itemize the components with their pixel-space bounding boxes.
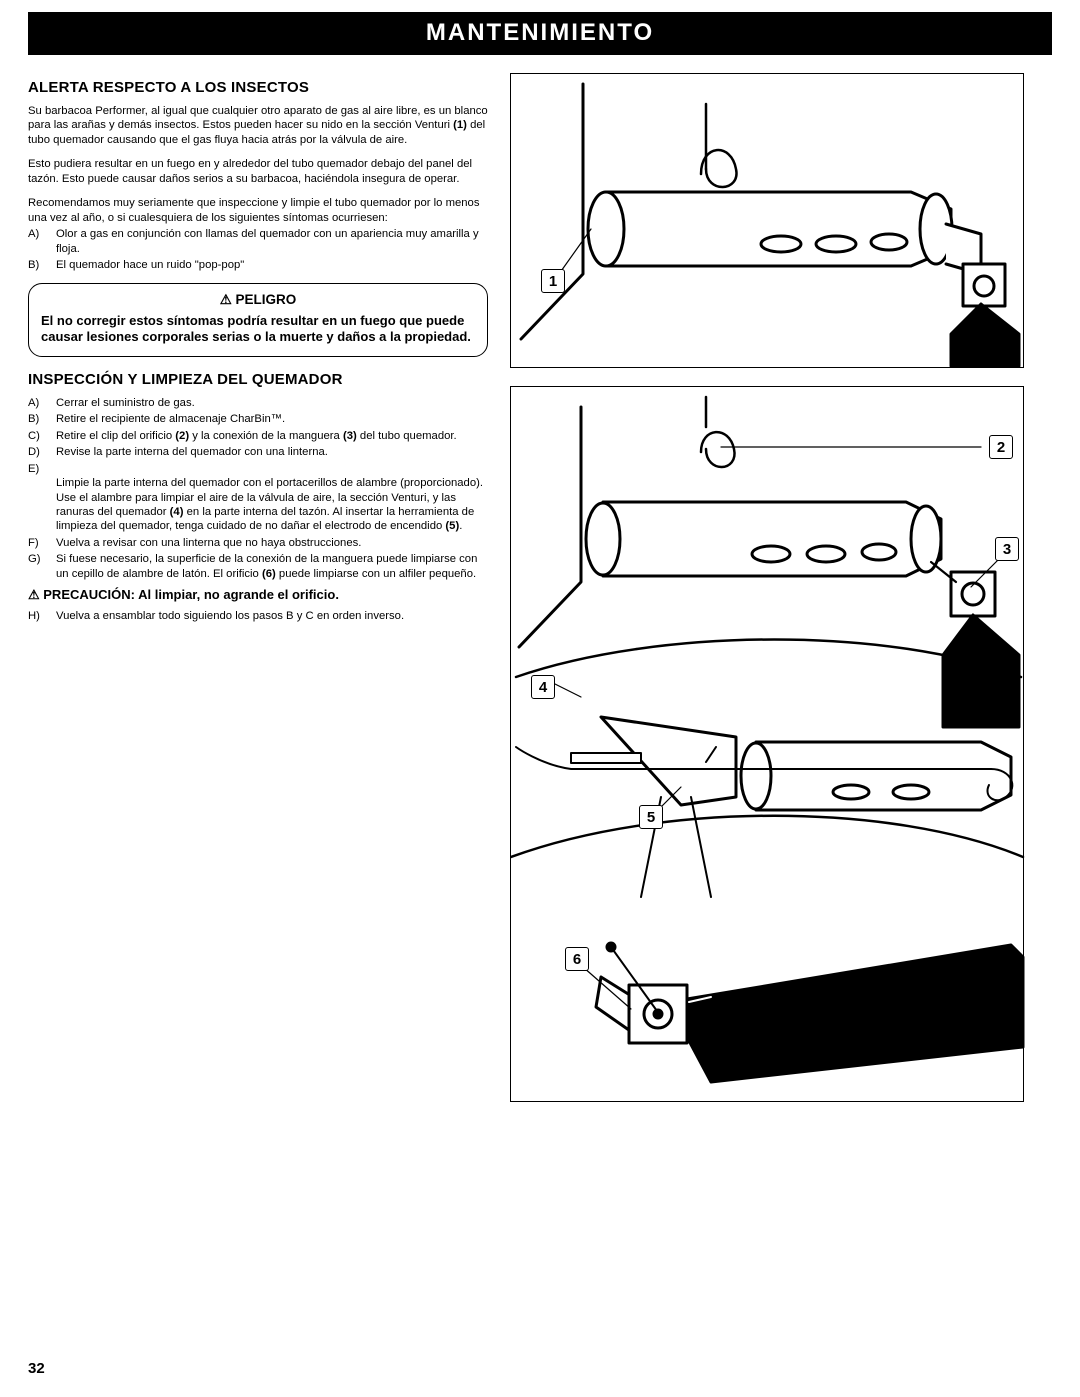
- list-item: F) Vuelva a revisar con una linterna que…: [28, 536, 488, 550]
- item-text: Revise la parte interna del quemador con…: [56, 445, 488, 459]
- item-label: B): [28, 258, 56, 272]
- left-column: ALERTA RESPECTO A LOS INSECTOS Su barbac…: [28, 73, 488, 1102]
- callout-4: 4: [531, 675, 555, 699]
- ref-1: (1): [453, 119, 467, 131]
- ref-6: (6): [262, 568, 276, 580]
- list-item: B) Retire el recipiente de almacenaje Ch…: [28, 412, 488, 426]
- list-item: C) Retire el clip del orificio (2) y la …: [28, 429, 488, 443]
- item-text: Retire el clip del orificio (2) y la con…: [56, 429, 488, 443]
- list-item: A) Cerrar el suministro de gas.: [28, 396, 488, 410]
- page: MANTENIMIENTO ALERTA RESPECTO A LOS INSE…: [0, 0, 1080, 1397]
- item-label: H): [28, 609, 56, 623]
- page-number: 32: [28, 1360, 45, 1377]
- text: puede limpiarse con un alfiler pequeño.: [276, 568, 476, 580]
- callout-2: 2: [989, 435, 1013, 459]
- item-label: C): [28, 429, 56, 443]
- burner-tube-diagram-icon: [511, 74, 1025, 369]
- section2-list-h: H) Vuelva a ensamblar todo siguiendo los…: [28, 609, 488, 623]
- content-columns: ALERTA RESPECTO A LOS INSECTOS Su barbac…: [28, 73, 1052, 1102]
- text: y la conexión de la manguera: [189, 430, 343, 442]
- section1-heading: ALERTA RESPECTO A LOS INSECTOS: [28, 79, 488, 96]
- text: .: [459, 520, 462, 532]
- callout-6: 6: [565, 947, 589, 971]
- item-label: A): [28, 396, 56, 410]
- item-text: Olor a gas en conjunción con llamas del …: [56, 227, 488, 256]
- item-label: G): [28, 552, 56, 581]
- ref-3: (3): [343, 430, 357, 442]
- item-label: A): [28, 227, 56, 256]
- callout-5: 5: [639, 805, 663, 829]
- item-text: Retire el recipiente de almacenaje CharB…: [56, 412, 488, 426]
- ref-2: (2): [175, 430, 189, 442]
- right-column: 1: [510, 73, 1024, 1102]
- list-item: D) Revise la parte interna del quemador …: [28, 445, 488, 459]
- item-text: Vuelva a revisar con una linterna que no…: [56, 536, 488, 550]
- list-item: B) El quemador hace un ruido "pop-pop": [28, 258, 488, 272]
- item-text: Limpie la parte interna del quemador con…: [56, 462, 488, 534]
- item-text: El quemador hace un ruido "pop-pop": [56, 258, 488, 272]
- item-text: Si fuese necesario, la superficie de la …: [56, 552, 488, 581]
- list-item: A) Olor a gas en conjunción con llamas d…: [28, 227, 488, 256]
- section2-heading: INSPECCIÓN Y LIMPIEZA DEL QUEMADOR: [28, 371, 488, 388]
- list-item: G) Si fuese necesario, la superficie de …: [28, 552, 488, 581]
- section2-list: A) Cerrar el suministro de gas. B) Retir…: [28, 396, 488, 581]
- item-label: E): [28, 462, 56, 534]
- section1-list: A) Olor a gas en conjunción con llamas d…: [28, 227, 488, 272]
- ref-4: (4): [170, 506, 184, 518]
- text: Retire el clip del orificio: [56, 430, 175, 442]
- ref-5: (5): [445, 520, 459, 532]
- section1-p1: Su barbacoa Performer, al igual que cual…: [28, 104, 488, 147]
- list-item: E) Limpie la parte interna del quemador …: [28, 462, 488, 534]
- precaution-line: ⚠ PRECAUCIÓN: Al limpiar, no agrande el …: [28, 587, 488, 603]
- callout-3: 3: [995, 537, 1019, 561]
- burner-cleaning-diagram-icon: [511, 387, 1025, 1103]
- danger-body: El no corregir estos síntomas podría res…: [41, 313, 475, 346]
- list-item: H) Vuelva a ensamblar todo siguiendo los…: [28, 609, 488, 623]
- figure-2: 2 3 4 5 6: [510, 386, 1024, 1102]
- item-label: F): [28, 536, 56, 550]
- danger-title: ⚠ PELIGRO: [41, 292, 475, 308]
- item-label: D): [28, 445, 56, 459]
- item-text: Cerrar el suministro de gas.: [56, 396, 488, 410]
- text: Su barbacoa Performer, al igual que cual…: [28, 105, 488, 131]
- section1-p2: Esto pudiera resultar en un fuego en y a…: [28, 157, 488, 186]
- page-header: MANTENIMIENTO: [28, 12, 1052, 55]
- danger-box: ⚠ PELIGRO El no corregir estos síntomas …: [28, 283, 488, 357]
- item-label: B): [28, 412, 56, 426]
- text: del tubo quemador.: [357, 430, 457, 442]
- item-text: Vuelva a ensamblar todo siguiendo los pa…: [56, 609, 488, 623]
- section1-p3: Recomendamos muy seriamente que inspecci…: [28, 196, 488, 225]
- callout-1: 1: [541, 269, 565, 293]
- figure-1: 1: [510, 73, 1024, 368]
